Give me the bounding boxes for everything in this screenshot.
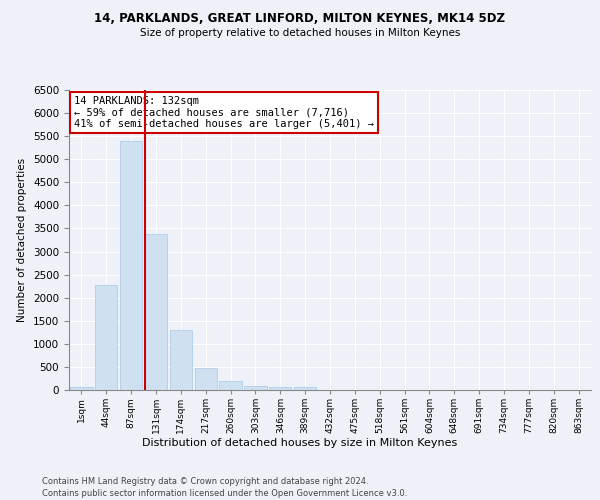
Text: Distribution of detached houses by size in Milton Keynes: Distribution of detached houses by size … bbox=[142, 438, 458, 448]
Text: Contains HM Land Registry data © Crown copyright and database right 2024.: Contains HM Land Registry data © Crown c… bbox=[42, 478, 368, 486]
Bar bbox=[120, 141, 142, 390]
Bar bbox=[244, 386, 266, 390]
Bar bbox=[145, 234, 167, 390]
Y-axis label: Number of detached properties: Number of detached properties bbox=[17, 158, 28, 322]
Text: 14 PARKLANDS: 132sqm
← 59% of detached houses are smaller (7,716)
41% of semi-de: 14 PARKLANDS: 132sqm ← 59% of detached h… bbox=[74, 96, 374, 129]
Text: 14, PARKLANDS, GREAT LINFORD, MILTON KEYNES, MK14 5DZ: 14, PARKLANDS, GREAT LINFORD, MILTON KEY… bbox=[95, 12, 505, 26]
Bar bbox=[269, 388, 292, 390]
Bar bbox=[95, 285, 118, 390]
Bar bbox=[220, 381, 242, 390]
Bar bbox=[70, 386, 92, 390]
Text: Size of property relative to detached houses in Milton Keynes: Size of property relative to detached ho… bbox=[140, 28, 460, 38]
Bar bbox=[294, 388, 316, 390]
Text: Contains public sector information licensed under the Open Government Licence v3: Contains public sector information licen… bbox=[42, 489, 407, 498]
Bar bbox=[194, 368, 217, 390]
Bar bbox=[170, 330, 192, 390]
